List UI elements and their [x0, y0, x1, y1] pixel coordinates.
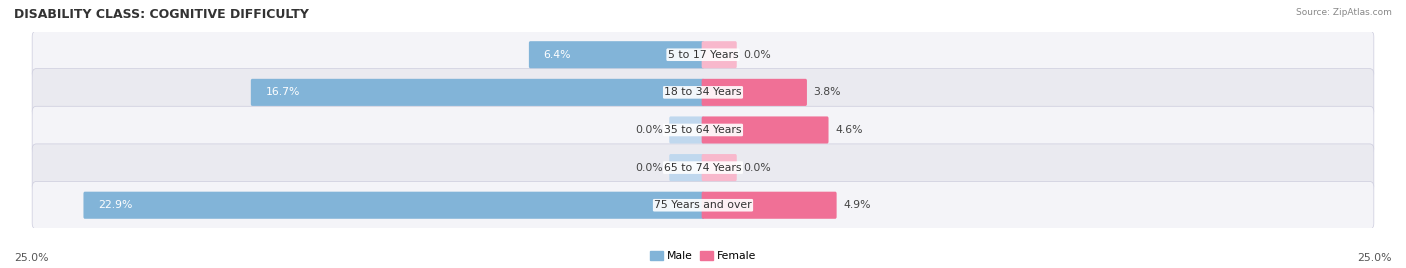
FancyBboxPatch shape: [250, 79, 704, 106]
Text: 5 to 17 Years: 5 to 17 Years: [668, 50, 738, 60]
Text: 22.9%: 22.9%: [98, 200, 132, 210]
Text: 65 to 74 Years: 65 to 74 Years: [664, 163, 742, 173]
Text: 18 to 34 Years: 18 to 34 Years: [664, 87, 742, 97]
Text: 35 to 64 Years: 35 to 64 Years: [664, 125, 742, 135]
Text: Source: ZipAtlas.com: Source: ZipAtlas.com: [1296, 8, 1392, 17]
FancyBboxPatch shape: [702, 192, 837, 219]
FancyBboxPatch shape: [702, 41, 737, 68]
FancyBboxPatch shape: [669, 116, 704, 144]
Text: 6.4%: 6.4%: [544, 50, 571, 60]
FancyBboxPatch shape: [32, 106, 1374, 154]
Text: 25.0%: 25.0%: [1357, 253, 1392, 263]
FancyBboxPatch shape: [702, 79, 807, 106]
FancyBboxPatch shape: [32, 69, 1374, 116]
FancyBboxPatch shape: [32, 181, 1374, 229]
Text: 0.0%: 0.0%: [744, 50, 772, 60]
Text: 16.7%: 16.7%: [266, 87, 299, 97]
FancyBboxPatch shape: [83, 192, 704, 219]
FancyBboxPatch shape: [702, 116, 828, 144]
Text: 0.0%: 0.0%: [634, 163, 662, 173]
Text: 4.9%: 4.9%: [844, 200, 870, 210]
FancyBboxPatch shape: [32, 31, 1374, 79]
Text: 75 Years and over: 75 Years and over: [654, 200, 752, 210]
Text: 0.0%: 0.0%: [634, 125, 662, 135]
FancyBboxPatch shape: [529, 41, 704, 68]
Text: DISABILITY CLASS: COGNITIVE DIFFICULTY: DISABILITY CLASS: COGNITIVE DIFFICULTY: [14, 8, 309, 21]
Text: 0.0%: 0.0%: [744, 163, 772, 173]
FancyBboxPatch shape: [669, 154, 704, 181]
Text: 4.6%: 4.6%: [835, 125, 863, 135]
Text: 3.8%: 3.8%: [814, 87, 841, 97]
Legend: Male, Female: Male, Female: [645, 247, 761, 265]
FancyBboxPatch shape: [702, 154, 737, 181]
Text: 25.0%: 25.0%: [14, 253, 49, 263]
FancyBboxPatch shape: [32, 144, 1374, 191]
